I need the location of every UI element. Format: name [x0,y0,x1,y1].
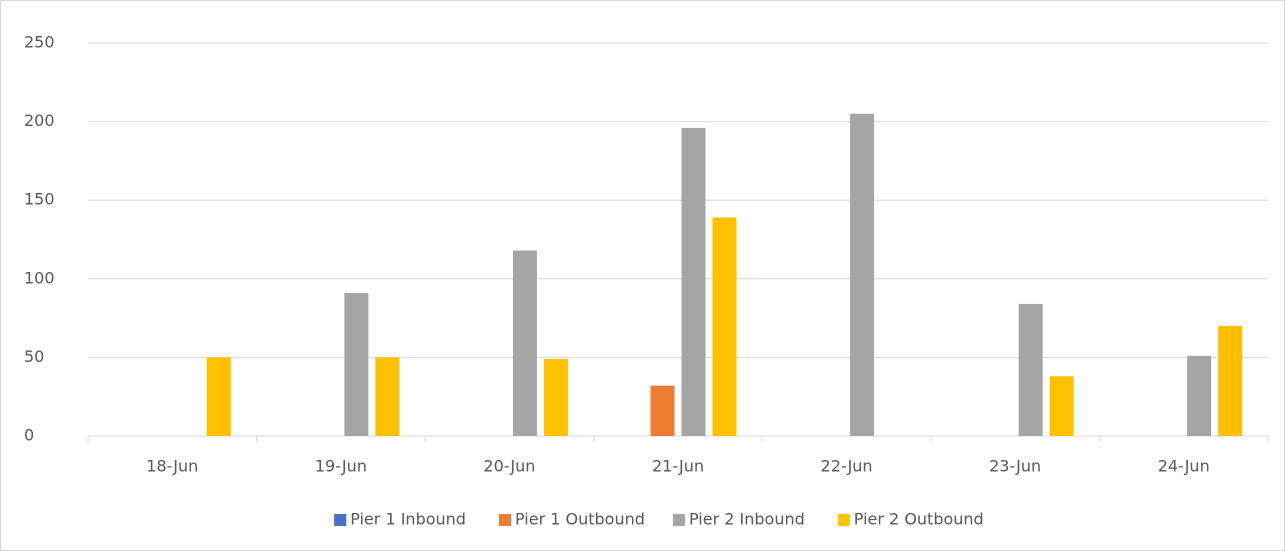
bar [1187,355,1212,436]
bar [681,127,706,436]
legend-swatch [673,514,685,526]
legend-swatch [837,514,850,526]
legend-swatch [499,514,511,526]
bar [1018,303,1043,436]
bar [712,217,737,436]
y-tick-label: 150 [24,190,55,209]
y-tick-label: 0 [24,426,34,445]
bar [1049,376,1074,436]
bar [512,250,537,436]
legend-label: Pier 1 Inbound [350,510,466,529]
bar [375,357,400,436]
x-tick-label: 24-Jun [1158,457,1210,476]
y-tick-label: 250 [24,33,55,52]
bar [1218,325,1243,436]
bar [650,385,675,436]
x-tick-label: 21-Jun [652,457,704,476]
legend-label: Pier 1 Outbound [515,510,645,529]
bar [344,292,369,436]
x-tick-label: 18-Jun [146,457,198,476]
legend-label: Pier 2 Outbound [854,510,984,529]
x-tick-label: 22-Jun [821,457,873,476]
x-tick-label: 23-Jun [989,457,1041,476]
y-tick-label: 200 [24,111,55,130]
x-tick-label: 19-Jun [315,457,367,476]
y-tick-label: 100 [24,268,55,287]
bar [850,113,875,437]
x-tick-label: 20-Jun [483,457,535,476]
bar [206,357,231,436]
bar [543,358,568,436]
legend-label: Pier 2 Inbound [689,510,805,529]
legend-swatch [334,514,347,526]
y-tick-label: 50 [24,347,44,366]
